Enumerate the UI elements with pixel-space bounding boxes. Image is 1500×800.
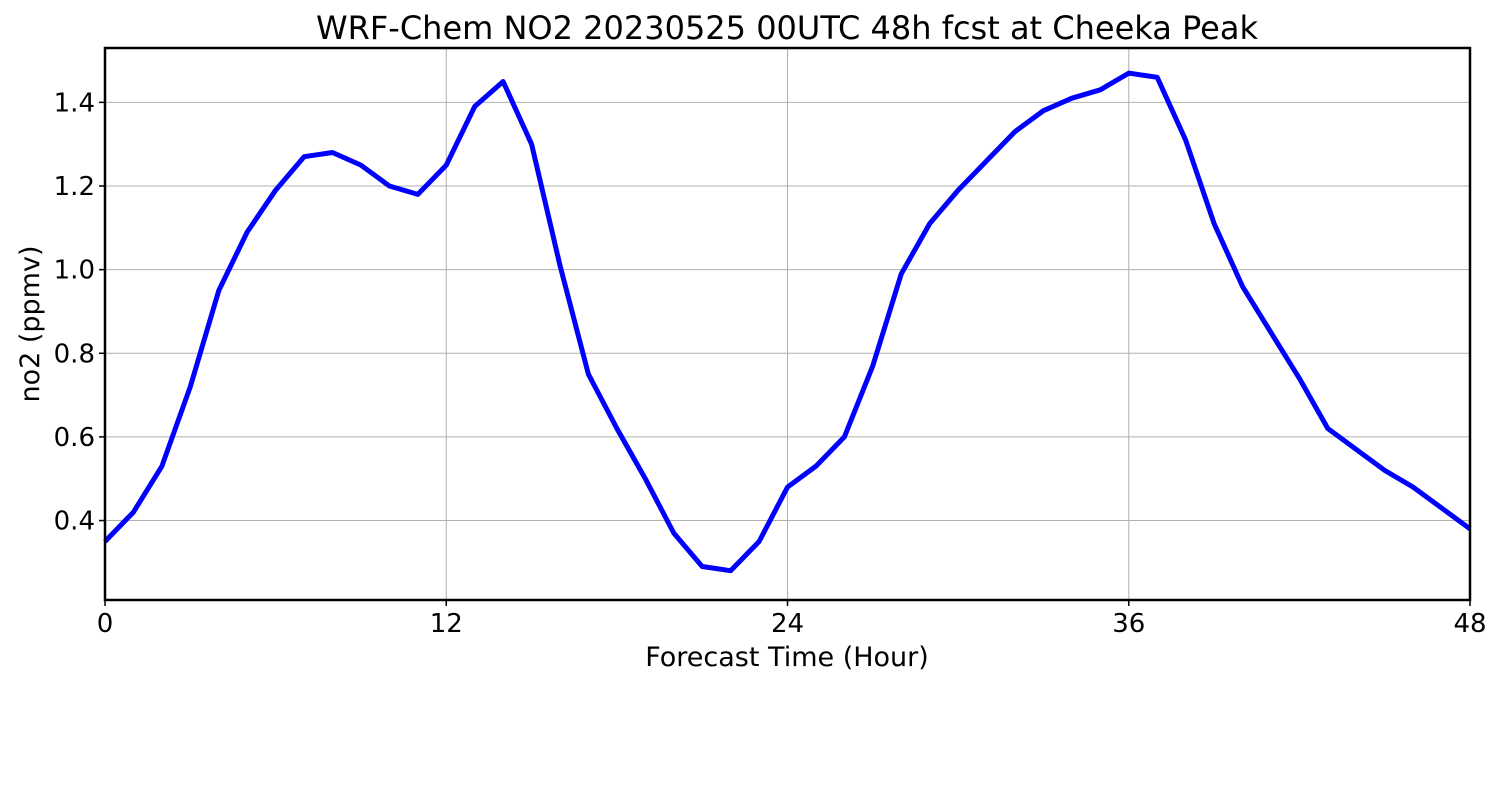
x-tick-label: 0	[97, 609, 114, 639]
axis-ticks: 0 12 24 36 48 0.4 0.6 0.8 1.0 1.2 1.4	[54, 88, 1487, 639]
y-tick-label: 0.8	[54, 339, 95, 369]
x-tick-label: 48	[1453, 609, 1486, 639]
x-tick-label: 24	[771, 609, 804, 639]
y-tick-label: 0.6	[54, 423, 95, 453]
plot-frame	[103, 46, 1472, 602]
x-axis-label: Forecast Time (Hour)	[645, 642, 929, 673]
x-tick-label: 36	[1112, 609, 1145, 639]
no2-series-line	[103, 70, 1472, 574]
y-axis-label: no2 (ppmv)	[15, 245, 46, 402]
chart-title: WRF-Chem NO2 20230525 00UTC 48h fcst at …	[316, 9, 1258, 47]
y-tick-label: 0.4	[54, 507, 95, 537]
y-tick-label: 1.0	[54, 256, 95, 286]
y-tick-label: 1.4	[54, 88, 95, 118]
y-tick-label: 1.2	[54, 172, 95, 202]
x-tick-label: 12	[430, 609, 463, 639]
plot-series	[103, 70, 1472, 574]
